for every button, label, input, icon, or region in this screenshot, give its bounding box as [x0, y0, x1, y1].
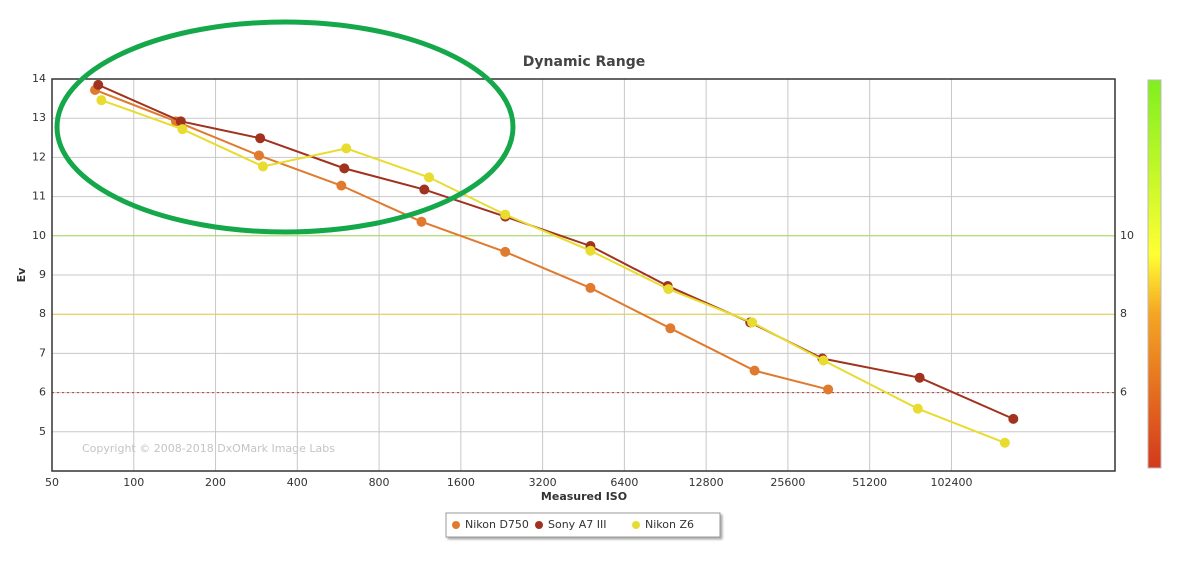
data-point: [336, 180, 347, 191]
data-point: [585, 245, 596, 256]
series-line: [97, 83, 1014, 420]
y-tick-label: 6: [39, 386, 46, 399]
data-point: [257, 161, 268, 172]
y-tick-label: 12: [32, 150, 46, 163]
data-point: [749, 365, 760, 376]
plot-frame: [51, 78, 1116, 472]
x-axis-title: Measured ISO: [541, 490, 627, 503]
copyright: Copyright © 2008-2018 DxOMark Image Labs: [82, 442, 335, 455]
plot-area: 50 100 200 400 800 1600 3200 6400 12800 25600 5120…: [32, 72, 1134, 489]
y-tick-label: 11: [32, 190, 46, 203]
series-line: [101, 99, 1006, 444]
x-tick-label: 800: [369, 476, 390, 489]
data-point: [93, 79, 104, 90]
x-tick-label: 100: [123, 476, 144, 489]
x-tick-label: 1600: [447, 476, 475, 489]
x-tick-label: 200: [205, 476, 226, 489]
y2-tick-label: 6: [1120, 386, 1127, 399]
x-tick-label: 12800: [689, 476, 724, 489]
y-tick-label: 7: [39, 346, 46, 359]
y-tick-label: 13: [32, 111, 46, 124]
data-point: [96, 95, 107, 106]
y-tick-label: 8: [39, 307, 46, 320]
x-tick-label: 400: [287, 476, 308, 489]
data-point: [419, 184, 430, 195]
data-point: [416, 216, 427, 227]
legend-marker: [632, 521, 640, 529]
y-tick-label: 10: [32, 229, 46, 242]
legend-label: Nikon Z6: [645, 518, 694, 531]
series-line: [94, 89, 829, 391]
data-point: [999, 437, 1010, 448]
data-point: [912, 403, 923, 414]
y2-tick-label: 8: [1120, 307, 1127, 320]
data-point: [747, 317, 758, 328]
color-bar: [1147, 79, 1162, 469]
data-point: [500, 209, 511, 220]
data-point: [424, 172, 435, 183]
data-point: [585, 282, 596, 293]
data-point: [823, 384, 834, 395]
data-point: [339, 163, 350, 174]
x-tick-label: 50: [45, 476, 59, 489]
x-tick-label: 6400: [610, 476, 638, 489]
y-tick-label: 9: [39, 268, 46, 281]
y-tick-label: 14: [32, 72, 46, 85]
legend-items: Nikon D750 Sony A7 III Nikon Z6: [452, 518, 694, 531]
y-axis-title: Ev: [15, 267, 28, 283]
data-point: [253, 150, 264, 161]
data-point: [255, 133, 266, 144]
x-tick-label: 25600: [770, 476, 805, 489]
legend-label: Sony A7 III: [548, 518, 606, 531]
data-point: [175, 116, 186, 127]
legend-marker: [535, 521, 543, 529]
data-point: [500, 246, 511, 257]
data-point: [177, 124, 188, 135]
x-tick-label: 51200: [852, 476, 887, 489]
legend-marker: [452, 521, 460, 529]
data-point: [663, 284, 674, 295]
x-tick-label: 3200: [529, 476, 557, 489]
chart-title: Dynamic Range: [523, 54, 645, 70]
data-point: [665, 323, 676, 334]
highlight-ellipse: [54, 19, 516, 235]
y2-tick-label: 10: [1120, 229, 1134, 242]
data-point: [1008, 413, 1019, 424]
x-tick-label: 102400: [930, 476, 972, 489]
data-point: [341, 143, 352, 154]
legend-label: Nikon D750: [465, 518, 529, 531]
data-point: [818, 355, 829, 366]
legend: [445, 512, 721, 538]
data-point: [914, 372, 925, 383]
y-tick-label: 5: [39, 425, 46, 438]
